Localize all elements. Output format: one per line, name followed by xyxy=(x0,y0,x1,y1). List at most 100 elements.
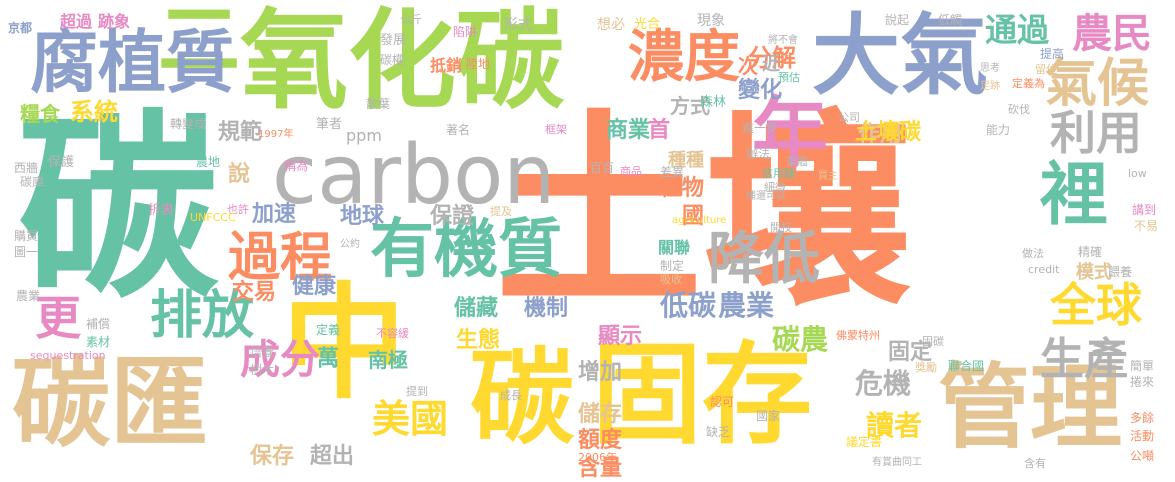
word-cloud-word: 農地 xyxy=(196,156,220,168)
word-cloud-word: ppm xyxy=(346,128,382,144)
word-cloud-word: 農業 xyxy=(16,290,40,302)
word-cloud-word: 聯合國 xyxy=(948,360,984,372)
word-cloud-word: 思考 xyxy=(980,64,1000,74)
word-cloud-word: 低觸 xyxy=(938,14,962,26)
word-cloud-word: 精確 xyxy=(1078,246,1102,258)
word-cloud-word: 生態 xyxy=(456,330,500,352)
word-cloud-word: 陷阱 xyxy=(453,26,477,38)
word-cloud-word: 議定書 xyxy=(846,436,882,448)
word-cloud-word: 提及 xyxy=(490,206,512,217)
word-cloud-word: 砍伐 xyxy=(1008,104,1030,115)
word-cloud-word: 更 xyxy=(35,295,81,341)
word-cloud-word: 框架 xyxy=(545,124,567,135)
word-cloud-word: 關聯 xyxy=(658,240,690,256)
word-cloud-word: 折衷 xyxy=(148,204,174,217)
word-cloud-word: 東牆 xyxy=(786,156,808,167)
word-cloud-word: 加速 xyxy=(252,204,296,226)
word-cloud-word: 形式 xyxy=(504,18,532,32)
word-cloud-word: 裡 xyxy=(1040,162,1108,230)
word-cloud-word: 著名 xyxy=(446,124,470,136)
word-cloud-word: 健康 xyxy=(292,276,336,298)
word-cloud-word: 低碳 xyxy=(660,292,716,320)
word-cloud-word: 碳權 xyxy=(380,54,404,66)
word-cloud-word: 2006年 xyxy=(578,452,617,463)
word-cloud-word: 筆者 xyxy=(316,118,342,131)
word-cloud-word: 不容緩 xyxy=(376,328,409,339)
word-cloud-word: 抵銷 xyxy=(430,58,462,74)
word-cloud-word: 地球 xyxy=(340,206,384,228)
word-cloud-word: 成長 xyxy=(500,390,522,401)
word-cloud-word: 全球 xyxy=(1050,282,1142,328)
word-cloud-word: 散葉 xyxy=(366,98,390,110)
word-cloud-word: sequestration xyxy=(30,350,106,361)
word-cloud-word: 不易 xyxy=(1134,220,1158,232)
word-cloud-word: 培養 xyxy=(250,346,274,358)
word-cloud-word: 西牆 xyxy=(14,162,38,174)
word-cloud-word: 公斤 xyxy=(400,14,422,25)
word-cloud-word: UNFCCC xyxy=(190,212,236,223)
word-cloud-word: 定義 xyxy=(316,324,340,336)
word-cloud-word: 說 xyxy=(228,164,250,186)
word-cloud-word: 人口 xyxy=(816,238,838,249)
word-cloud-word: 碳農 xyxy=(772,326,828,354)
word-cloud-word: carbon xyxy=(272,135,555,217)
word-cloud-word: 保證 xyxy=(430,206,474,228)
word-cloud-word: 交易 xyxy=(232,282,276,304)
word-cloud-word: 超出 xyxy=(310,446,354,468)
word-cloud-word: 國家 xyxy=(756,410,780,422)
word-cloud-word: 定義為 xyxy=(1012,78,1045,89)
word-cloud-word: 活動 xyxy=(1130,430,1154,442)
word-cloud-word: 補還可以 xyxy=(746,192,786,202)
word-cloud-word: 公噸 xyxy=(1130,450,1154,462)
word-cloud-word: 開枝 xyxy=(770,222,792,233)
word-cloud-word: 公約 xyxy=(340,240,360,250)
word-cloud-word: 辦法 xyxy=(746,148,770,160)
word-cloud-word: 想必 xyxy=(597,18,625,32)
word-cloud-word: 南極 xyxy=(368,350,408,370)
word-cloud-word: 公司 xyxy=(838,112,860,123)
word-cloud-word: agriculture xyxy=(672,216,726,226)
word-cloud-word: 保存 xyxy=(250,446,294,468)
word-cloud-word: 百百 xyxy=(590,162,614,174)
word-cloud-word: 固存 xyxy=(592,340,812,450)
word-cloud-word: 儲藏 xyxy=(454,298,498,320)
word-cloud-word: 樹木 xyxy=(250,364,274,376)
word-cloud-word: 保護 xyxy=(48,156,74,169)
word-cloud-word: 顯示 xyxy=(598,326,642,348)
word-cloud-word: 利用 xyxy=(1050,110,1142,156)
word-cloud-word: 碳 xyxy=(470,346,574,450)
word-cloud-word: 通過 xyxy=(985,14,1049,46)
word-cloud-word: 額度 xyxy=(578,430,622,452)
word-cloud-word: 降低 xyxy=(708,232,820,288)
word-cloud-word: 農業 xyxy=(718,292,774,320)
word-cloud-word: 提高 xyxy=(1040,48,1064,60)
word-cloud-word: 變化 xyxy=(738,80,782,102)
word-cloud-word: 講到 xyxy=(1132,204,1156,216)
word-cloud-word: 佛蒙特州 xyxy=(836,330,880,341)
word-cloud-word: 危機 xyxy=(855,370,911,398)
word-cloud-word: 光合 xyxy=(634,18,660,31)
word-cloud-word: 氣候 xyxy=(1045,58,1149,110)
word-cloud-word: low xyxy=(1128,168,1147,179)
word-cloud-word: 留住 xyxy=(1035,64,1057,75)
word-cloud-word: 美國 xyxy=(372,400,448,438)
word-cloud-word: 濃度 xyxy=(628,30,740,86)
word-cloud-word: 土壤碳 xyxy=(855,122,921,144)
word-cloud-word: 規範 xyxy=(218,122,262,144)
word-cloud-word: 增加 xyxy=(578,362,622,384)
word-cloud-word: 碳匯 xyxy=(12,355,208,453)
word-cloud-word: 超過 xyxy=(60,14,92,30)
word-cloud-word: 進一步 xyxy=(742,122,778,134)
word-cloud-word: 碳 xyxy=(18,110,218,310)
word-cloud-word: 購買 xyxy=(14,230,38,242)
word-cloud-word: 陸地 xyxy=(466,58,490,70)
word-cloud-word: 買主 xyxy=(818,172,838,182)
word-cloud-word: 腐植質 xyxy=(30,30,234,98)
word-cloud-word: 將不會 xyxy=(768,36,798,46)
word-cloud-word: 含有 xyxy=(1024,458,1046,469)
word-cloud-word: 簡單 xyxy=(1130,360,1154,372)
word-cloud-word: 差異 xyxy=(660,166,684,178)
word-cloud-word: 農民 xyxy=(1072,14,1152,54)
word-cloud-word: 儲存 xyxy=(578,404,622,426)
word-cloud-word: 有賞曲同工 xyxy=(872,458,922,468)
